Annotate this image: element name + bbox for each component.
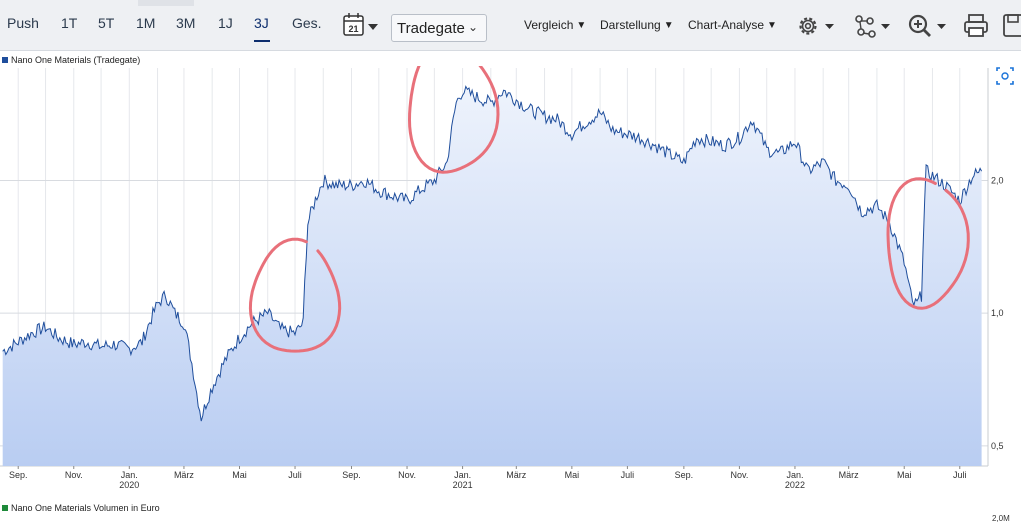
x-tick-label: Sep. (342, 470, 361, 480)
print-icon (964, 14, 988, 37)
compare-menu-label: Vergleich (524, 18, 574, 32)
x-tick-label: Nov. (398, 470, 416, 480)
annotation-circle (408, 66, 500, 174)
display-menu-label: Darstellung (600, 18, 661, 32)
price-series (2, 85, 983, 422)
calendar-day: 21 (348, 24, 358, 34)
price-area (2, 86, 982, 466)
caret-down-icon: ▼ (767, 20, 777, 31)
display-menu[interactable]: Darstellung ▼ (600, 18, 674, 32)
x-tick-year-label: 2020 (119, 480, 139, 490)
exchange-select-value: Tradegate (397, 20, 465, 37)
x-tick-label: März (174, 470, 194, 480)
zoom-icon (908, 14, 946, 37)
save-button[interactable] (1002, 12, 1021, 40)
settings-button[interactable] (796, 12, 838, 40)
fullscreen-button[interactable] (994, 67, 1016, 87)
compare-menu[interactable]: Vergleich ▼ (524, 18, 586, 32)
indicator-icon (855, 15, 890, 38)
x-tick-year-label: 2022 (785, 480, 805, 490)
exchange-select[interactable]: Tradegate ⌄ (391, 14, 487, 42)
chart-analysis-menu-label: Chart-Analyse (688, 18, 765, 32)
caret-down-icon: ▼ (663, 20, 674, 31)
range-5t[interactable]: 5T (98, 15, 115, 31)
x-tick-label: Nov. (730, 470, 748, 480)
range-push[interactable]: Push (7, 15, 39, 31)
x-tick-label: Juli (288, 470, 302, 480)
annotation-circle (248, 237, 342, 353)
x-tick-year-label: 2021 (453, 480, 473, 490)
range-1j[interactable]: 1J (218, 15, 233, 31)
annotations (248, 66, 970, 353)
caret-down-icon: ▼ (576, 20, 587, 31)
price-legend-label: Nano One Materials (Tradegate) (11, 55, 141, 65)
volume-legend: Nano One Materials Volumen in Euro (2, 503, 160, 513)
zoom-button[interactable] (907, 12, 949, 40)
chevron-down-icon: ⌄ (467, 20, 478, 34)
volume-legend-swatch (2, 505, 8, 511)
print-button[interactable] (963, 12, 991, 40)
y-tick-label: 2,0 (991, 176, 1004, 186)
x-tick-label: Jan. (786, 470, 803, 480)
x-tick-label: Juli (953, 470, 967, 480)
gear-icon (799, 17, 834, 35)
save-icon (1003, 14, 1021, 37)
calendar-icon: 21 (343, 13, 378, 36)
x-tick-label: Mai (232, 470, 247, 480)
x-tick-label: Jan. (121, 470, 138, 480)
chart-toolbar: Push 1T 5T 1M 3M 1J 3J Ges. 21 Tradegate… (0, 0, 1021, 51)
x-tick-label: Sep. (675, 470, 694, 480)
price-line (2, 85, 983, 422)
calendar-button[interactable]: 21 (343, 12, 381, 40)
tab-decoration (138, 0, 194, 6)
x-tick-label: Juli (621, 470, 635, 480)
x-tick-label: März (839, 470, 859, 480)
x-tick-label: Mai (897, 470, 912, 480)
range-1t[interactable]: 1T (61, 15, 78, 31)
annotation-circle (886, 177, 970, 310)
chart-analysis-menu[interactable]: Chart-Analyse ▼ (688, 18, 777, 32)
x-tick-label: Jan. (454, 470, 471, 480)
active-range-indicator (254, 40, 270, 42)
x-tick-label: März (506, 470, 526, 480)
range-3j[interactable]: 3J (254, 15, 269, 31)
indicators-button[interactable] (852, 12, 894, 40)
y-tick-label: 0,5 (991, 441, 1004, 451)
price-area-fill (2, 86, 982, 466)
range-ges[interactable]: Ges. (292, 15, 322, 31)
fullscreen-icon (996, 67, 1014, 85)
x-tick-label: Sep. (9, 470, 28, 480)
x-tick-label: Mai (565, 470, 580, 480)
y-axis: 2,0 1,0 0,5 (991, 176, 1004, 451)
volume-legend-label: Nano One Materials Volumen in Euro (11, 503, 160, 513)
x-tick-label: Nov. (65, 470, 83, 480)
range-3m[interactable]: 3M (176, 15, 196, 31)
price-legend-swatch (2, 57, 8, 63)
range-1m[interactable]: 1M (136, 15, 156, 31)
price-legend: Nano One Materials (Tradegate) (2, 55, 140, 65)
y-tick-label: 1,0 (991, 308, 1004, 318)
